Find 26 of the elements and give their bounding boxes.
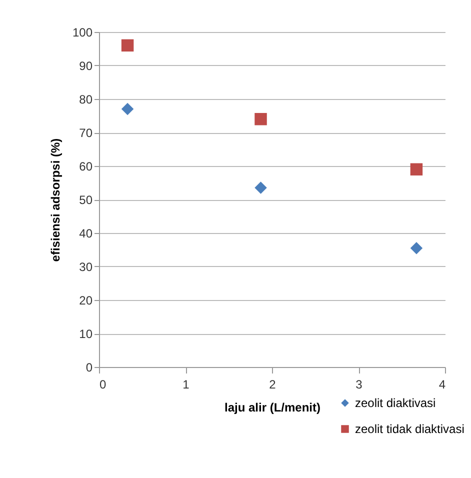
- y-tick-label: 70: [79, 126, 93, 140]
- y-axis-title: efisiensi adsorpsi (%): [48, 138, 62, 262]
- y-tick-label: 10: [79, 327, 93, 341]
- y-tick-label: 20: [79, 294, 93, 308]
- y-tick-label: 90: [79, 59, 93, 73]
- y-tick-label: 100: [72, 26, 93, 40]
- point: [254, 112, 267, 126]
- y-tick-label: 30: [79, 260, 93, 274]
- x-tick-label: 3: [356, 378, 363, 392]
- legend-label: zeolit diaktivasi: [355, 396, 436, 410]
- y-tick-label: 80: [79, 92, 93, 106]
- y-tick-label: 60: [79, 160, 93, 174]
- legend-label: zeolit tidak diaktivasi: [355, 422, 464, 436]
- point: [410, 242, 423, 254]
- y-tick-label: 40: [79, 226, 93, 240]
- point: [121, 102, 134, 116]
- x-tick-label: 2: [269, 378, 276, 392]
- point: [121, 39, 134, 52]
- y-tick-label: 50: [79, 193, 93, 207]
- x-tick-label: 4: [438, 378, 446, 392]
- x-axis-title: laju alir (L/menit): [224, 400, 321, 414]
- point: [410, 163, 423, 176]
- y-tick-label: 0: [86, 360, 93, 374]
- x-tick-label: 0: [100, 378, 106, 392]
- x-tick-label: 1: [182, 378, 190, 392]
- point: [254, 182, 267, 194]
